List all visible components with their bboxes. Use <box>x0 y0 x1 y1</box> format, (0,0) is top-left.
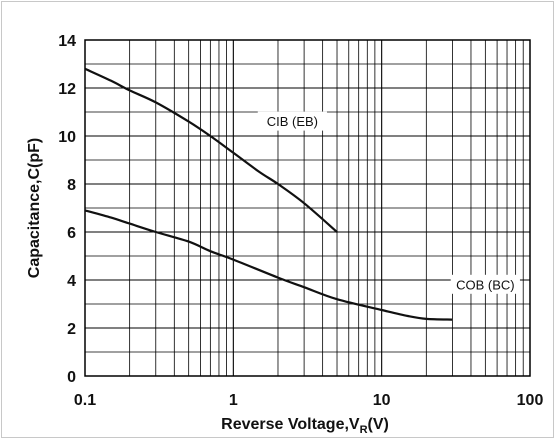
y-tick-label: 8 <box>67 177 76 194</box>
x-axis-title-subscript: R <box>360 424 368 436</box>
annotation-layer: CIB (EB) COB (BC) <box>257 111 520 294</box>
y-tick-label: 14 <box>58 33 76 50</box>
y-tick-label: 2 <box>67 321 76 338</box>
x-axis-title-suffix: (V) <box>368 416 389 433</box>
x-tick-label: 100 <box>517 392 544 409</box>
y-tick-label: 4 <box>67 273 76 290</box>
y-tick-labels: 0 2 4 6 8 10 12 14 <box>58 33 76 386</box>
y-tick-label: 10 <box>58 129 76 146</box>
y-tick-label: 6 <box>67 225 76 242</box>
series-line-cib-eb <box>84 67 338 233</box>
curve-label-background <box>257 111 327 131</box>
x-tick-labels: 0.1 1 10 100 <box>74 392 544 409</box>
x-tick-label: 0.1 <box>74 392 96 409</box>
series-layer <box>84 67 453 321</box>
plot-frame <box>84 39 531 377</box>
x-tick-label: 1 <box>229 392 238 409</box>
curve-label: COB (BC) <box>456 277 515 292</box>
y-axis-title: Capacitance,C(pF) <box>26 138 43 278</box>
series-line-cob-bc <box>84 209 453 321</box>
curve-label: CIB (EB) <box>267 114 318 129</box>
grid <box>85 40 530 376</box>
y-tick-label: 0 <box>67 369 76 386</box>
x-axis-title: Reverse Voltage,VR(V) <box>221 416 389 436</box>
y-tick-label: 12 <box>58 81 76 98</box>
curve-label-background <box>450 274 520 294</box>
x-tick-label: 10 <box>373 392 391 409</box>
